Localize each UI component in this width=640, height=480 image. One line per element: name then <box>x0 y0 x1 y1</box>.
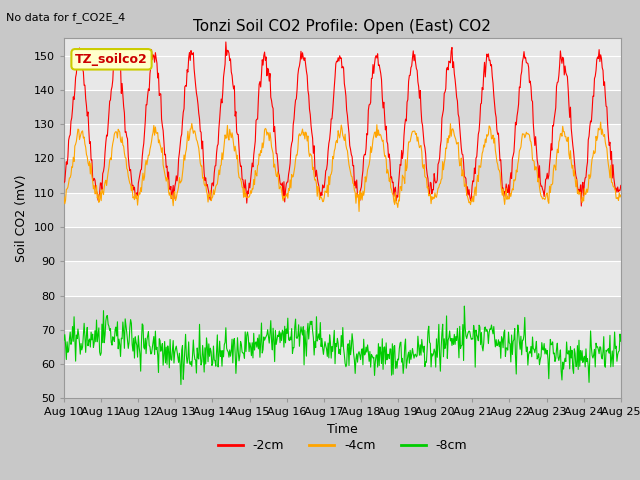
Bar <box>64 296 621 330</box>
Text: No data for f_CO2E_4: No data for f_CO2E_4 <box>6 12 125 23</box>
Bar <box>64 158 621 192</box>
Bar <box>64 364 621 398</box>
X-axis label: Time: Time <box>327 423 358 436</box>
Bar <box>64 56 621 90</box>
Y-axis label: Soil CO2 (mV): Soil CO2 (mV) <box>15 175 28 262</box>
Bar <box>64 330 621 364</box>
Bar <box>64 124 621 158</box>
Bar <box>64 192 621 227</box>
Bar <box>64 90 621 124</box>
Legend: -2cm, -4cm, -8cm: -2cm, -4cm, -8cm <box>212 434 472 457</box>
Text: TZ_soilco2: TZ_soilco2 <box>75 53 148 66</box>
Bar <box>64 227 621 261</box>
Bar <box>64 261 621 296</box>
Title: Tonzi Soil CO2 Profile: Open (East) CO2: Tonzi Soil CO2 Profile: Open (East) CO2 <box>193 20 492 35</box>
